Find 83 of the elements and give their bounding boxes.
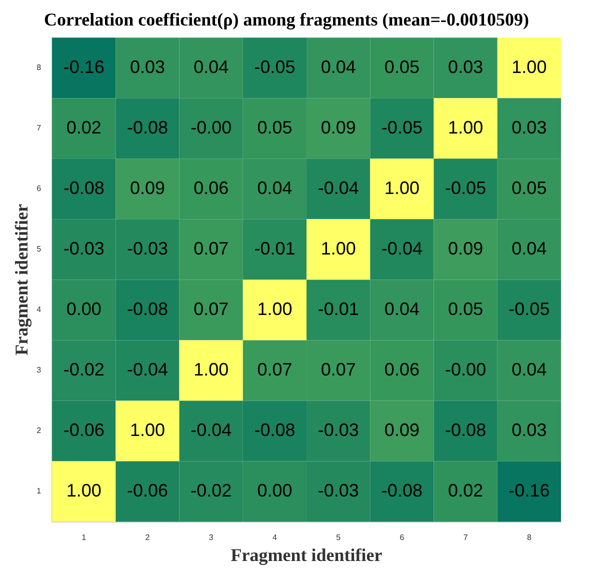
data-label: -0.04 <box>381 238 422 258</box>
x-tick-label: 3 <box>208 532 214 542</box>
data-label: 0.04 <box>320 56 356 77</box>
x-tick-label: 1 <box>82 532 87 542</box>
data-label: 0.09 <box>448 238 484 258</box>
x-tick-label: 7 <box>463 532 468 542</box>
data-label: 0.06 <box>384 359 420 380</box>
data-label: 0.00 <box>257 480 292 501</box>
data-label: -0.03 <box>63 238 104 258</box>
data-label: -0.05 <box>445 178 486 198</box>
data-label: 1.00 <box>66 480 102 501</box>
data-label: -0.08 <box>63 178 104 198</box>
data-label: 0.07 <box>194 238 229 258</box>
data-label: -0.06 <box>126 480 168 501</box>
data-label: 0.05 <box>512 178 547 198</box>
y-tick-label: 2 <box>36 426 42 436</box>
y-tick-label: 7 <box>36 124 42 133</box>
data-label: 0.05 <box>384 56 420 77</box>
y-axis-title: Fragment identifier <box>11 204 32 356</box>
data-label: 0.09 <box>384 420 420 440</box>
data-label: -0.04 <box>190 420 232 440</box>
data-label: 1.00 <box>257 298 292 319</box>
data-label: -0.05 <box>508 298 550 319</box>
x-tick-label: 4 <box>272 532 278 542</box>
y-tick-label: 8 <box>36 63 42 72</box>
data-label: -0.06 <box>63 420 104 440</box>
x-tick-label: 2 <box>145 532 150 542</box>
data-label: 0.07 <box>257 359 292 380</box>
y-tick-label: 4 <box>36 305 42 314</box>
data-label: 0.09 <box>130 178 165 198</box>
data-label: -0.05 <box>381 117 422 138</box>
data-label: 0.05 <box>257 117 292 138</box>
data-label: 0.07 <box>194 298 229 319</box>
data-label: -0.02 <box>63 359 104 380</box>
data-label: -0.00 <box>190 117 232 138</box>
data-label: -0.01 <box>254 238 296 258</box>
data-label: 0.03 <box>448 56 484 77</box>
data-label: 0.05 <box>448 298 484 319</box>
data-label: -0.00 <box>445 359 486 380</box>
data-label: 1.00 <box>130 420 165 440</box>
x-tick-label: 8 <box>526 532 532 542</box>
data-label: -0.03 <box>318 420 359 440</box>
data-label: 0.00 <box>66 298 102 319</box>
data-label: -0.16 <box>508 480 550 501</box>
data-label: -0.04 <box>318 178 359 198</box>
data-label: 0.06 <box>194 178 229 198</box>
data-label: -0.04 <box>126 359 168 380</box>
data-label: -0.08 <box>126 298 168 319</box>
data-label: 0.04 <box>384 298 420 319</box>
data-label: -0.08 <box>126 117 168 138</box>
data-label: -0.08 <box>254 420 296 440</box>
data-label: 1.00 <box>384 178 420 198</box>
y-tick-label: 6 <box>36 184 42 194</box>
y-tick-label: 5 <box>36 244 42 254</box>
data-label: 1.00 <box>512 56 547 77</box>
data-label: 1.00 <box>448 117 484 138</box>
data-label: 0.09 <box>320 117 356 138</box>
data-label: 0.02 <box>448 480 484 501</box>
y-tick-label: 1 <box>36 486 42 496</box>
data-label: -0.08 <box>381 480 422 501</box>
x-tick-label: 5 <box>336 532 342 542</box>
data-label: 0.03 <box>512 117 547 138</box>
data-label: 0.03 <box>512 420 547 440</box>
data-label: -0.03 <box>126 238 168 258</box>
data-label: 0.03 <box>130 56 165 77</box>
data-label: 0.04 <box>512 359 547 380</box>
data-label: -0.08 <box>445 420 486 440</box>
data-label: -0.03 <box>318 480 359 501</box>
x-axis-title: Fragment identifier <box>230 544 382 565</box>
data-label: 0.04 <box>194 56 229 77</box>
y-tick-label: 3 <box>36 366 42 375</box>
data-label: 1.00 <box>320 238 356 258</box>
data-label: 0.04 <box>512 238 547 258</box>
data-label: -0.02 <box>190 480 232 501</box>
data-label: -0.01 <box>318 298 359 319</box>
data-label: 0.04 <box>257 178 292 198</box>
data-label: 1.00 <box>194 359 229 380</box>
data-label: 0.07 <box>320 359 356 380</box>
x-tick-label: 6 <box>400 532 405 542</box>
data-label: -0.16 <box>63 56 104 77</box>
data-label: 0.02 <box>66 117 102 138</box>
chart-title: Correlation coefficient(ρ) among fragments (mean=-0.0010509) <box>44 9 529 30</box>
data-label: -0.05 <box>254 56 296 77</box>
